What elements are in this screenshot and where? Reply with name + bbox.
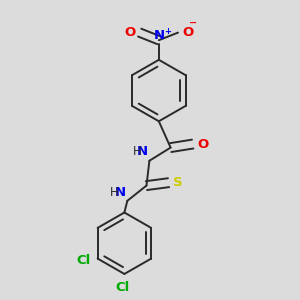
- Text: H: H: [110, 186, 119, 200]
- Text: O: O: [182, 26, 193, 38]
- Text: −: −: [189, 17, 197, 27]
- Text: H: H: [132, 146, 141, 158]
- Text: S: S: [173, 176, 183, 189]
- Text: Cl: Cl: [76, 254, 90, 267]
- Text: N: N: [153, 29, 164, 42]
- Text: O: O: [124, 26, 136, 38]
- Text: N: N: [137, 146, 148, 158]
- Text: +: +: [164, 26, 171, 35]
- Text: Cl: Cl: [116, 281, 130, 294]
- Text: O: O: [197, 138, 209, 151]
- Text: N: N: [115, 186, 126, 200]
